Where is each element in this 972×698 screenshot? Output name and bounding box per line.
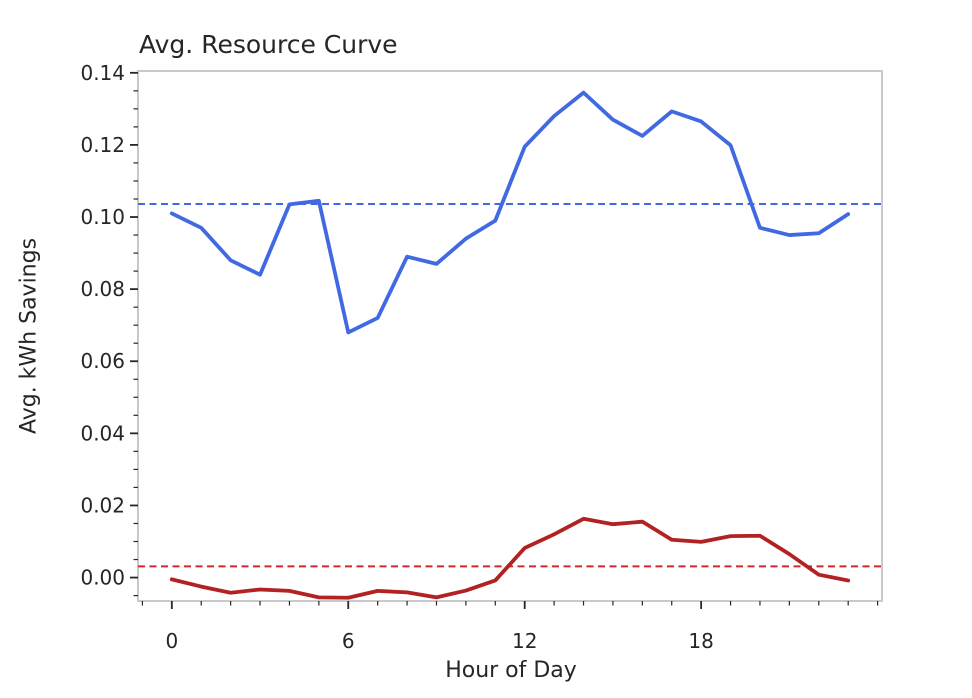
y-axis-label: Avg. kWh Savings	[16, 237, 42, 435]
upper-curve-line	[169, 90, 851, 335]
y-tick-label: 0.08	[80, 277, 125, 301]
lower-curve-line	[169, 516, 851, 600]
axes-border	[137, 70, 883, 602]
y-tick-label: 0.02	[80, 493, 125, 517]
y-tick-label: 0.12	[80, 133, 125, 157]
y-tick-label: 0.00	[80, 566, 125, 590]
x-tick-label: 12	[512, 629, 537, 653]
y-tick-label: 0.14	[80, 61, 125, 85]
y-tick-label: 0.04	[80, 421, 125, 445]
x-tick-label: 18	[688, 629, 713, 653]
y-tick-label: 0.06	[80, 349, 125, 373]
chart-title: Avg. Resource Curve	[139, 30, 398, 59]
x-axis-label: Hour of Day	[445, 658, 577, 683]
y-tick-label: 0.10	[80, 205, 125, 229]
x-tick-label: 6	[342, 629, 355, 653]
x-tick-label: 0	[165, 629, 178, 653]
